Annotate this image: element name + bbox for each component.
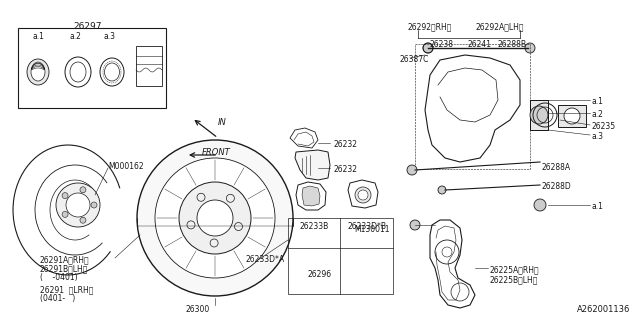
Circle shape (56, 183, 100, 227)
Text: a.3: a.3 (104, 32, 116, 41)
Ellipse shape (27, 59, 49, 85)
Polygon shape (290, 128, 318, 148)
Text: a.3: a.3 (592, 132, 604, 141)
Text: 26225B〈LH〉: 26225B〈LH〉 (490, 275, 538, 284)
Ellipse shape (31, 63, 45, 81)
Text: 26296: 26296 (308, 270, 332, 279)
Text: 26241: 26241 (468, 40, 492, 49)
Text: 26291A〈RH〉: 26291A〈RH〉 (40, 255, 90, 264)
Text: 26288D: 26288D (542, 182, 572, 191)
Text: 26233B: 26233B (300, 222, 329, 231)
Circle shape (438, 186, 446, 194)
Circle shape (197, 200, 233, 236)
Bar (415, 44, 530, 169)
Text: 26233D*A: 26233D*A (246, 255, 285, 264)
Bar (558, 105, 586, 127)
Text: (    -0401): ( -0401) (40, 273, 77, 282)
Polygon shape (430, 220, 475, 308)
Circle shape (358, 190, 368, 200)
Polygon shape (295, 150, 330, 180)
Polygon shape (296, 182, 326, 210)
Text: a.1: a.1 (592, 97, 604, 106)
Text: 26291B〈LH〉: 26291B〈LH〉 (40, 264, 88, 273)
Circle shape (530, 106, 548, 124)
Bar (18, 28, 166, 108)
Text: 26232: 26232 (334, 165, 358, 174)
Bar (288, 218, 393, 294)
Text: 26288B: 26288B (498, 40, 527, 49)
Text: 26233D*B: 26233D*B (348, 222, 387, 231)
Text: 26297: 26297 (74, 22, 102, 31)
Text: (0401-   ): (0401- ) (40, 294, 76, 303)
Text: FRONT: FRONT (202, 148, 231, 157)
Text: a.2: a.2 (69, 32, 81, 41)
Text: 26232: 26232 (334, 140, 358, 149)
Circle shape (80, 187, 86, 193)
Bar (530, 100, 548, 130)
Circle shape (355, 187, 371, 203)
Bar (136, 46, 162, 86)
Text: IN: IN (218, 118, 227, 127)
Circle shape (410, 220, 420, 230)
Text: 26387C: 26387C (400, 55, 429, 64)
Circle shape (80, 217, 86, 223)
Text: A262001136: A262001136 (577, 305, 630, 314)
Circle shape (407, 165, 417, 175)
Circle shape (91, 202, 97, 208)
Polygon shape (425, 55, 520, 162)
Circle shape (423, 43, 433, 53)
Text: M000162: M000162 (108, 162, 143, 171)
Text: a.2: a.2 (592, 110, 604, 119)
Circle shape (564, 108, 580, 124)
Text: 26292〈RH〉: 26292〈RH〉 (408, 22, 452, 31)
Text: a.1: a.1 (592, 202, 604, 211)
Polygon shape (302, 186, 320, 206)
Text: 26225A〈RH〉: 26225A〈RH〉 (490, 265, 540, 274)
Circle shape (179, 182, 251, 254)
Circle shape (155, 158, 275, 278)
Text: 26300: 26300 (186, 305, 210, 314)
Circle shape (534, 199, 546, 211)
Polygon shape (348, 180, 378, 208)
Text: a.1: a.1 (32, 32, 44, 41)
Text: 26288A: 26288A (542, 163, 571, 172)
Circle shape (62, 212, 68, 217)
Text: 26292A〈LH〉: 26292A〈LH〉 (476, 22, 524, 31)
Circle shape (137, 140, 293, 296)
Circle shape (525, 43, 535, 53)
Text: M130011: M130011 (355, 225, 390, 234)
Circle shape (66, 193, 90, 217)
Text: 26291  〈LRH〉: 26291 〈LRH〉 (40, 285, 93, 294)
Bar (530, 100, 548, 130)
Circle shape (62, 193, 68, 199)
Text: 26238: 26238 (430, 40, 454, 49)
Text: 26235: 26235 (592, 122, 616, 131)
